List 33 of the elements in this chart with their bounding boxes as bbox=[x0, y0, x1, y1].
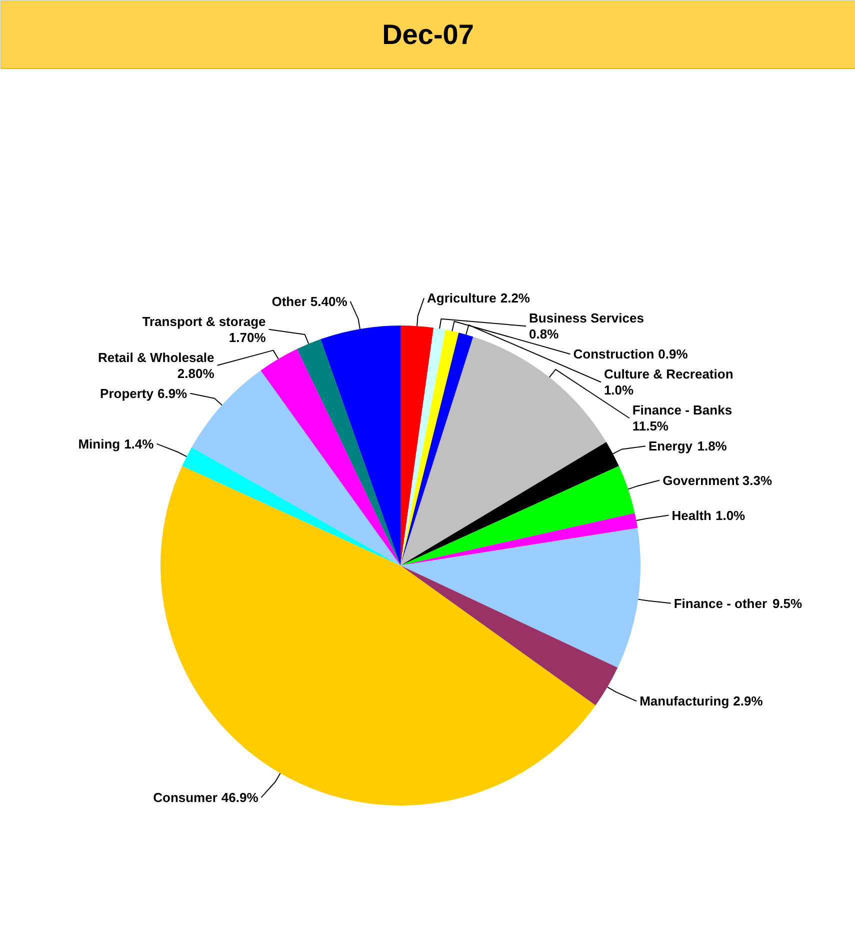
slice-label: Property bbox=[100, 386, 154, 401]
data-label: 2.9% bbox=[733, 694, 764, 709]
slice-label: Consumer bbox=[153, 790, 218, 805]
data-label: 1.70% bbox=[228, 330, 266, 345]
slice-label: Retail & Wholesale bbox=[98, 350, 214, 365]
data-label: 0.9% bbox=[658, 346, 688, 362]
data-label: 11.5% bbox=[632, 418, 669, 434]
slice-label: Manufacturing bbox=[640, 694, 730, 709]
data-label: 2.80% bbox=[177, 366, 215, 381]
data-label: 0.8% bbox=[529, 326, 560, 342]
chart-title: Dec-07 bbox=[382, 19, 474, 50]
data-label: 46.9% bbox=[221, 790, 259, 805]
slice-label: Construction bbox=[573, 346, 654, 362]
slice-label: Health bbox=[672, 508, 712, 523]
slice-label: Transport & storage bbox=[142, 314, 266, 329]
data-label: 3.3% bbox=[742, 472, 773, 488]
data-label: 6.9% bbox=[157, 386, 188, 401]
data-label: 1.0% bbox=[604, 382, 634, 398]
data-label: 5.40% bbox=[310, 294, 348, 309]
data-label: 2.2% bbox=[500, 290, 530, 306]
data-label: 1.4% bbox=[124, 436, 154, 452]
data-label: 1.8% bbox=[697, 438, 728, 454]
slice-label: Agriculture bbox=[427, 290, 496, 306]
slice-label: Other bbox=[272, 294, 306, 309]
slice-label: Business Services bbox=[529, 310, 644, 326]
slice-label: Government bbox=[662, 472, 740, 488]
data-label: 1.0% bbox=[715, 508, 746, 523]
data-label: 9.5% bbox=[772, 596, 803, 611]
slice-label: Energy bbox=[648, 438, 694, 454]
slice-label: Mining bbox=[78, 436, 120, 452]
slice-label: Culture & Recreation bbox=[604, 366, 734, 382]
slice-label: Finance - other bbox=[674, 596, 768, 611]
slice-label: Finance - Banks bbox=[632, 402, 732, 418]
